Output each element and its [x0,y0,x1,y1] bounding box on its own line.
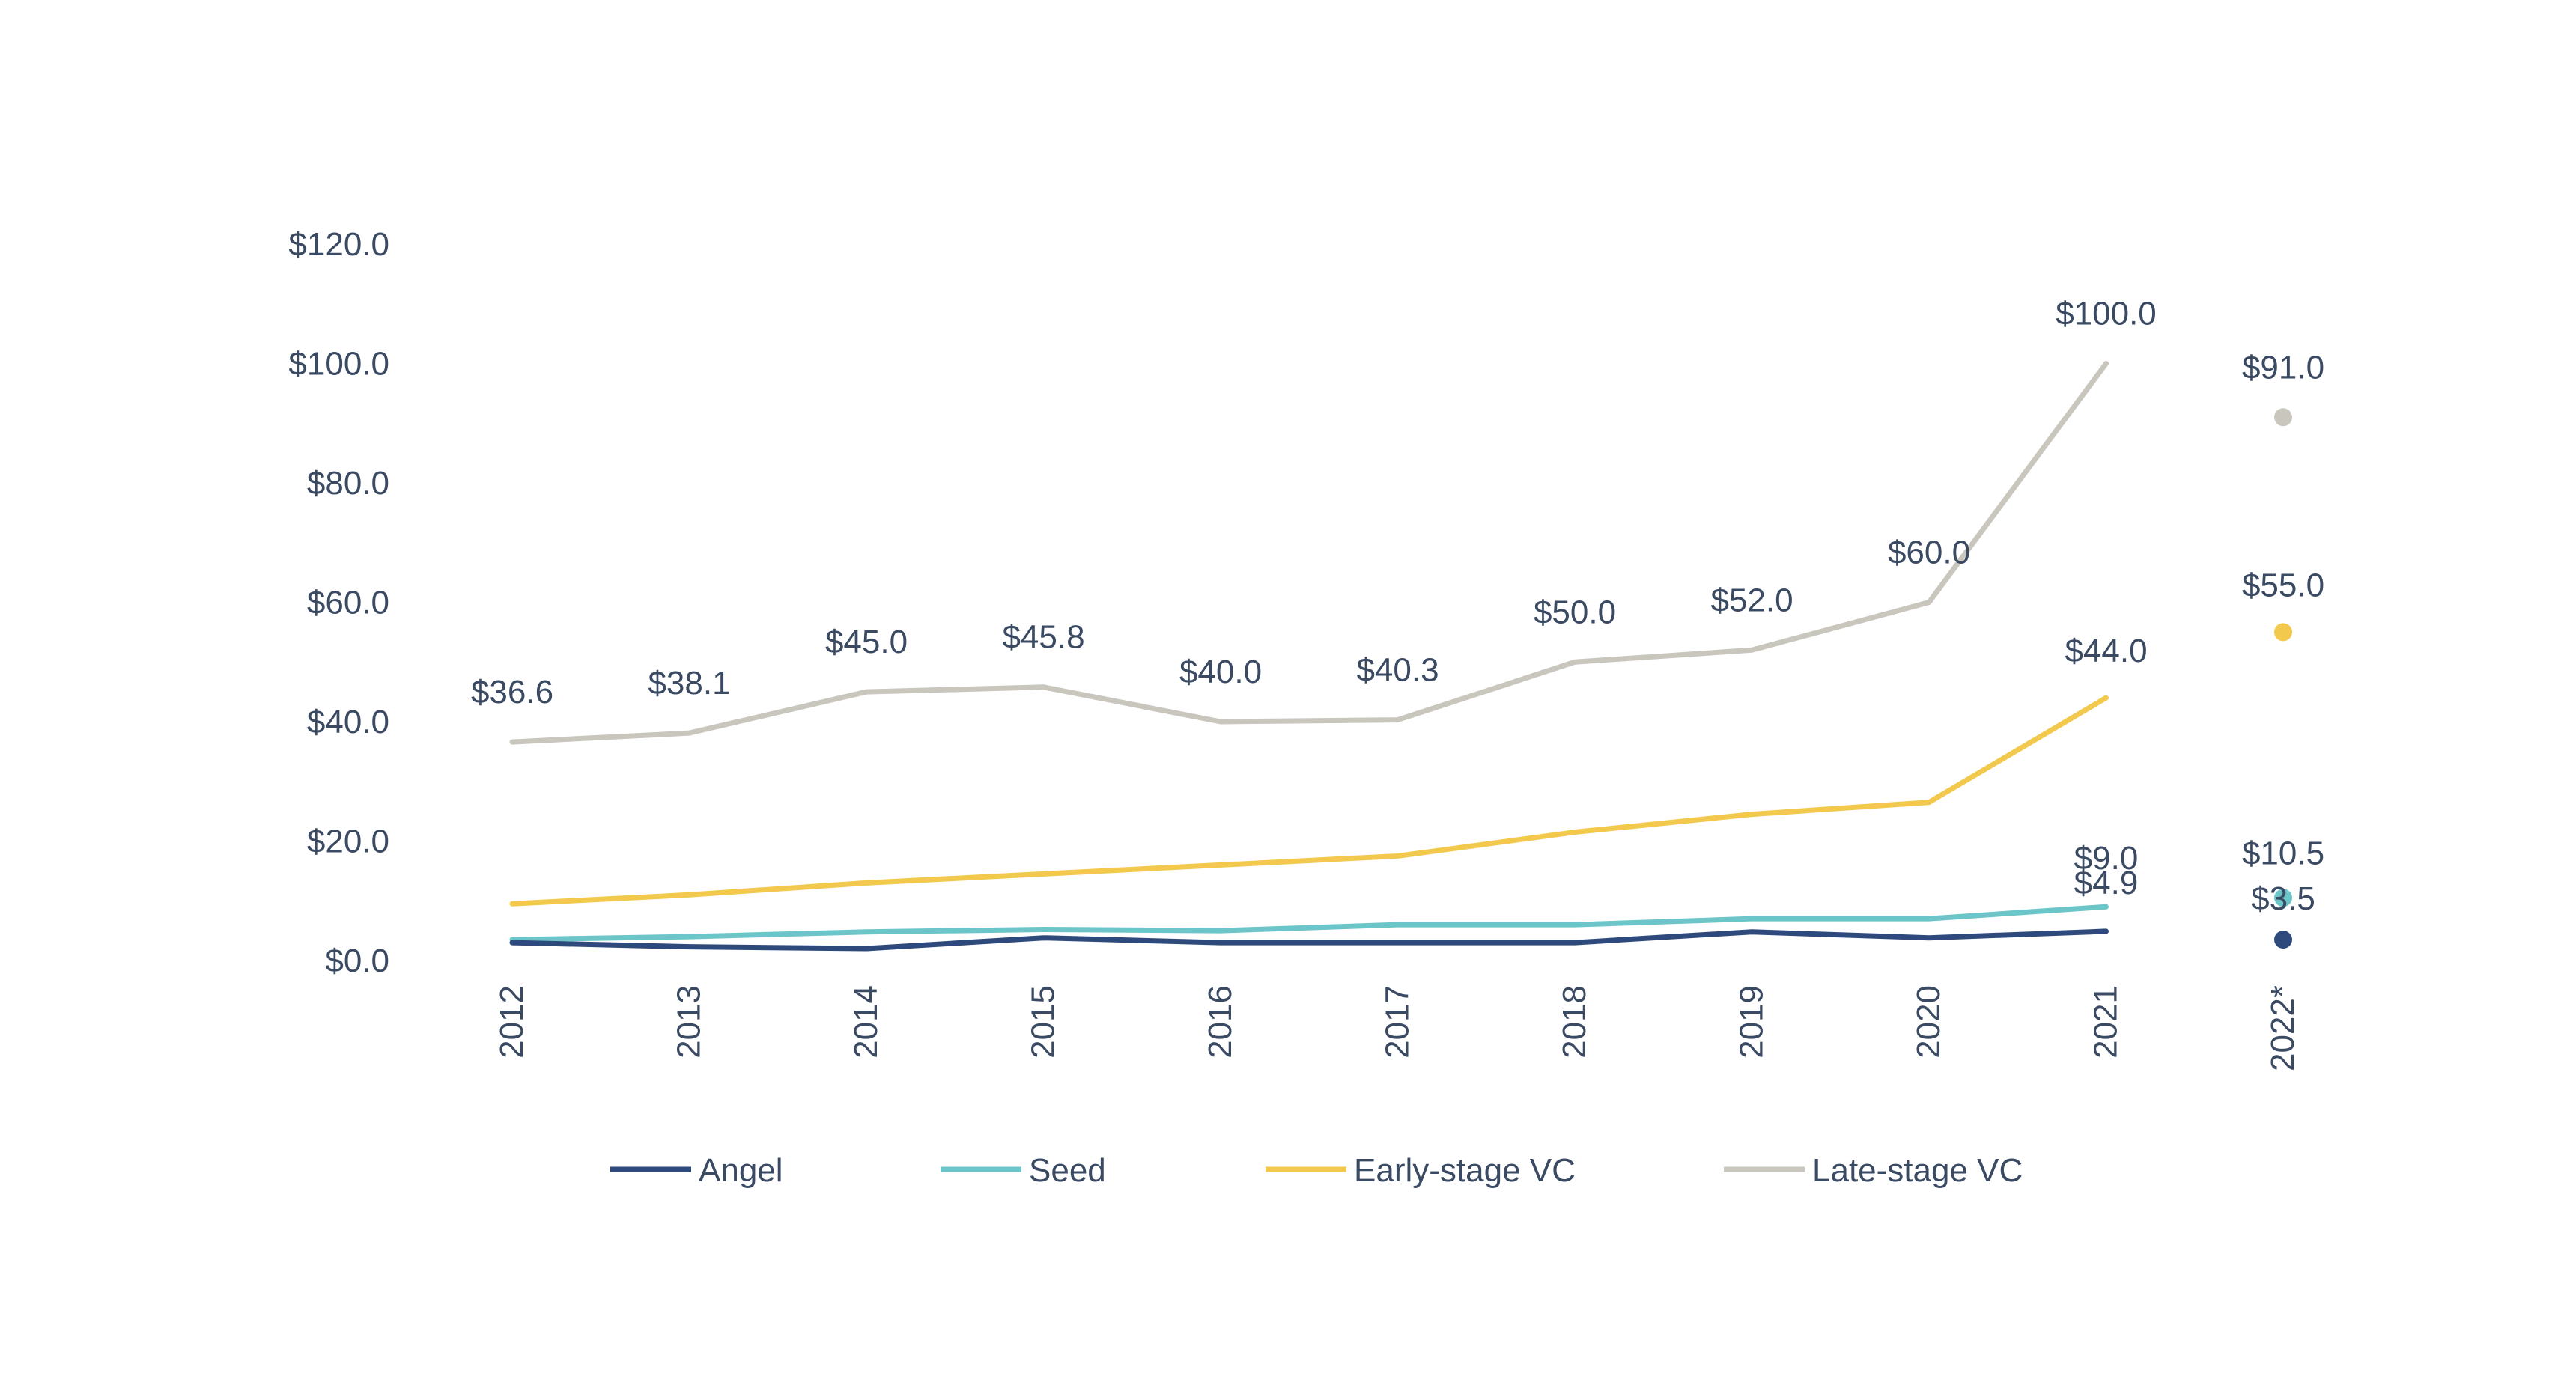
data-point-seed [2274,889,2292,907]
x-tick-label: 2020 [1910,985,1947,1059]
data-label: $100.0 [2056,296,2157,332]
data-label: $4.9 [2074,865,2139,901]
data-label: $45.8 [1002,619,1084,656]
data-point-angel [2274,931,2292,949]
y-tick-label: $60.0 [307,585,389,621]
data-label: $40.3 [1356,652,1439,689]
data-label: $45.0 [825,624,908,660]
legend: Angel Seed Early-stage VC Late-stage VC [610,1152,2023,1189]
data-label: $50.0 [1534,594,1616,630]
data-label: $38.1 [648,665,730,701]
data-point-early-stage-vc [2274,623,2292,642]
y-tick-label: $40.0 [307,704,389,740]
legend-item-seed: Seed [941,1152,1106,1189]
data-label: $9.0 [2074,840,2139,877]
legend-item-late-stage-vc: Late-stage VC [1724,1152,2023,1189]
data-label: $10.5 [2242,835,2324,871]
y-axis: $0.0 $20.0 $40.0 $60.0 $80.0 $100.0 $120.0 [288,226,389,979]
x-tick-label: 2013 [671,985,708,1059]
y-tick-label: $120.0 [288,226,389,263]
y-tick-label: $0.0 [325,943,389,979]
x-tick-label: 2015 [1025,985,1062,1059]
data-label: $91.0 [2242,349,2324,386]
data-label: $3.5 [2251,880,2315,917]
x-tick-label: 2018 [1556,985,1593,1059]
series-line-early-stage-vc [509,695,2109,907]
y-tick-label: $100.0 [288,346,389,383]
y-tick-label: $80.0 [307,465,389,502]
legend-label: Angel [699,1152,783,1189]
legend-label: Early-stage VC [1354,1152,1576,1189]
x-tick-label: 2022* [2264,985,2301,1071]
x-tick-label: 2019 [1734,985,1770,1059]
series-line-seed [509,904,2109,943]
x-tick-label: 2017 [1379,985,1416,1059]
legend-item-early-stage-vc: Early-stage VC [1266,1152,1576,1189]
data-label: $40.0 [1179,654,1262,690]
x-tick-label: 2021 [2088,985,2124,1059]
legend-item-angel: Angel [610,1152,783,1189]
x-tick-label: 2014 [848,985,884,1059]
data-label: $44.0 [2065,633,2147,669]
data-label: $52.0 [1710,582,1793,618]
series-line-late-stage-vc [509,361,2109,745]
series-line-angel [509,928,2109,952]
x-tick-label: 2016 [1202,985,1239,1059]
data-labels: $4.9 $3.5 $9.0 $10.5 $44.0 $55.0 $36.6 $38.1 $45… [471,296,2324,918]
legend-label: Late-stage VC [1812,1152,2023,1189]
plot-area [509,361,2292,952]
x-axis: 2012 2013 2014 2015 2016 2017 2018 2019 2020 2021… [493,985,2301,1071]
x-tick-label: 2012 [493,985,530,1059]
y-tick-label: $20.0 [307,824,389,860]
data-label: $60.0 [1888,535,1970,571]
data-label: $36.6 [471,674,553,710]
data-point-late-stage-vc [2274,408,2292,427]
legend-label: Seed [1029,1152,1106,1189]
data-label: $55.0 [2242,567,2324,603]
